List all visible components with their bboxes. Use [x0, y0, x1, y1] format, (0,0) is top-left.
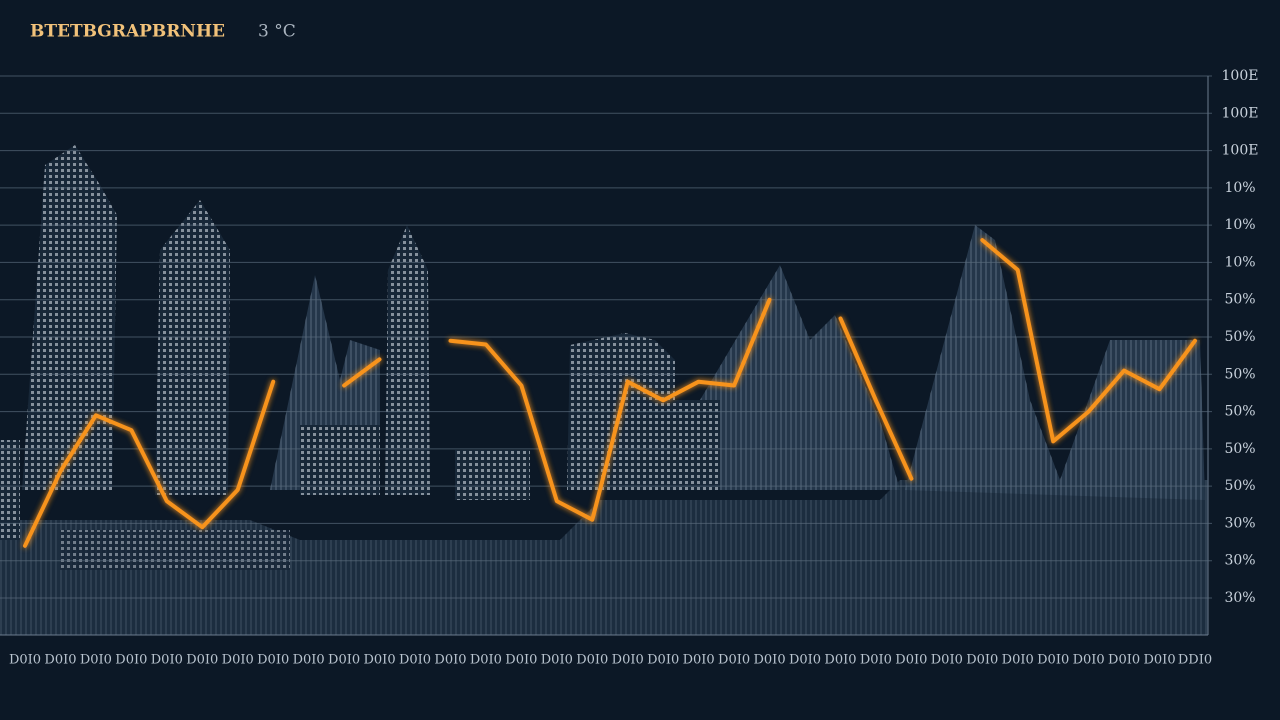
x-tick-label: D0I0	[186, 653, 218, 668]
x-tick-label: D0I0	[1037, 653, 1069, 668]
x-tick-label: D0I0	[399, 653, 431, 668]
x-tick-label: D0I0	[860, 653, 892, 668]
x-tick-label: D0I0	[505, 653, 537, 668]
y-tick-label: 50%	[1224, 478, 1255, 494]
x-tick-label: D0I0	[257, 653, 289, 668]
x-tick-label: D0I0	[222, 653, 254, 668]
skyline	[0, 145, 1208, 635]
y-tick-label: 50%	[1224, 366, 1255, 382]
x-tick-label: D0I0	[612, 653, 644, 668]
y-tick-label: 10%	[1224, 217, 1255, 233]
x-tick-label: D0I0	[151, 653, 183, 668]
x-tick-label: D0I0	[683, 653, 715, 668]
x-tick-label: D0I0	[895, 653, 927, 668]
y-tick-label: 50%	[1224, 292, 1255, 308]
x-tick-label: D0I0	[293, 653, 325, 668]
x-tick-label: D0I0	[1108, 653, 1140, 668]
x-tick-label: D0I0	[9, 653, 41, 668]
data-line	[23, 238, 1197, 548]
x-tick-label: DDI0	[1178, 653, 1212, 668]
y-tick-label: 30%	[1224, 515, 1255, 531]
y-tick-label: 30%	[1224, 590, 1255, 606]
x-tick-label: D0I0	[789, 653, 821, 668]
y-tick-label: 100E	[1222, 68, 1259, 84]
chart-subtitle: 3 °C	[258, 22, 296, 42]
chart-title: BTETBGRAPBRNHE	[30, 22, 225, 42]
x-tick-label: D0I0	[647, 653, 679, 668]
y-tick-label: 30%	[1224, 553, 1255, 569]
x-tick-label: D0I0	[44, 653, 76, 668]
x-tick-label: D0I0	[753, 653, 785, 668]
x-tick-label: D0I0	[1073, 653, 1105, 668]
x-tick-label: D0I0	[115, 653, 147, 668]
x-tick-label: D0I0	[1002, 653, 1034, 668]
x-tick-label: D0I0	[966, 653, 998, 668]
x-tick-label: D0I0	[931, 653, 963, 668]
x-tick-label: D0I0	[541, 653, 573, 668]
y-tick-label: 50%	[1224, 404, 1255, 420]
y-tick-label: 50%	[1224, 441, 1255, 457]
y-tick-label: 10%	[1224, 180, 1255, 196]
x-tick-label: D0I0	[328, 653, 360, 668]
x-tick-label: D0I0	[576, 653, 608, 668]
y-tick-label: 50%	[1224, 329, 1255, 345]
y-tick-label: 100E	[1222, 143, 1259, 159]
y-tick-label: 100E	[1222, 105, 1259, 121]
y-tick-label: 10%	[1224, 254, 1255, 270]
x-tick-label: D0I0	[718, 653, 750, 668]
x-tick-label: D0I0	[1143, 653, 1175, 668]
x-tick-label: D0I0	[470, 653, 502, 668]
x-tick-label: D0I0	[434, 653, 466, 668]
x-tick-label: D0I0	[363, 653, 395, 668]
x-tick-label: D0I0	[824, 653, 856, 668]
x-tick-label: D0I0	[80, 653, 112, 668]
